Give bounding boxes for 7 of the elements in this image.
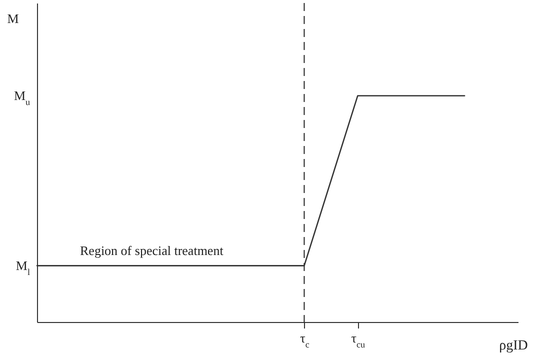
text: M <box>7 11 20 26</box>
text: M$_{u}$ <box>14 88 30 107</box>
annotation: Region of special treatment <box>80 243 224 258</box>
x-tick-label: τ$_{c}$ <box>300 330 310 350</box>
x-axis-title: ρgID <box>499 338 528 354</box>
x-tick-label: τ$_{cu}$ <box>351 330 366 350</box>
text: M$_{l}$ <box>16 258 30 277</box>
